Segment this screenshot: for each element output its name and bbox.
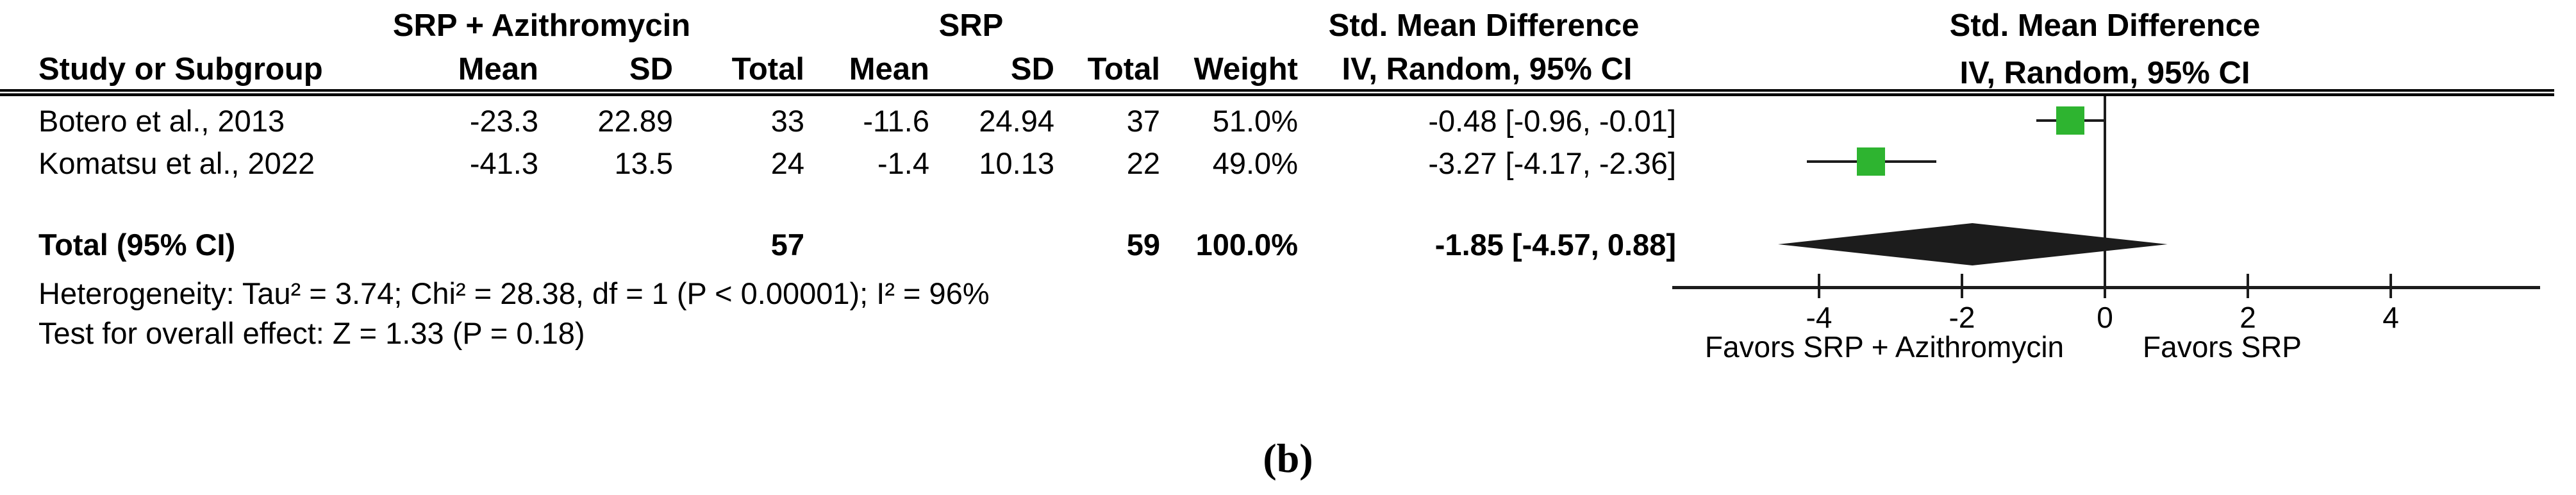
axis-tick-label: -4 [1806, 301, 1832, 334]
axis-tick [1961, 274, 1963, 298]
group-header-experimental: SRP + Azithromycin [392, 8, 691, 43]
sd-experimental: 22.89 [597, 103, 673, 138]
col-header-mean-control: Mean [849, 52, 929, 87]
smd-square-marker [1857, 147, 1886, 176]
heterogeneity-note: Heterogeneity: Tau² = 3.74; Chi² = 28.38… [38, 276, 990, 310]
zero-reference-line [2104, 96, 2106, 287]
sd-control: 24.94 [979, 103, 1054, 138]
axis-tick [2247, 274, 2249, 298]
diamond-shape [1778, 223, 2168, 265]
ci-text: -0.48 [-0.96, -0.01] [1428, 103, 1676, 138]
favors-right-label: Favors SRP [2143, 330, 2302, 364]
axis-tick [2104, 274, 2106, 298]
total-experimental: 24 [770, 146, 804, 180]
total-experimental: 33 [770, 103, 804, 138]
panel-letter-label: (b) [1263, 435, 1313, 481]
weight-value: 51.0% [1212, 103, 1298, 138]
favors-left-label: Favors SRP + Azithromycin [1704, 330, 2065, 364]
group-header-control: SRP [938, 8, 1004, 43]
total-ci-text: -1.85 [-4.57, 0.88] [1434, 227, 1676, 262]
study-label: Komatsu et al., 2022 [38, 146, 315, 180]
ci-text: -3.27 [-4.17, -2.36] [1428, 146, 1676, 180]
sd-control: 10.13 [979, 146, 1054, 180]
col-header-total-control: Total [1087, 52, 1160, 87]
header-separator-line [0, 89, 2554, 96]
col-header-sd-experimental: SD [629, 52, 673, 87]
col-header-study: Study or Subgroup [38, 52, 323, 87]
total-label: Total (95% CI) [38, 227, 236, 262]
axis-tick [1818, 274, 1820, 298]
total-row: Total (95% CI) 57 59 100.0% -1.85 [-4.57… [0, 223, 1676, 265]
mean-control: -11.6 [863, 103, 929, 138]
total-n-control: 59 [1126, 227, 1160, 262]
column-header-row: Study or Subgroup Mean SD Total Mean SD … [0, 45, 1676, 87]
group-header-plot: Std. Mean Difference [1949, 8, 2261, 43]
axis-tick [2389, 274, 2392, 298]
total-n-experimental: 57 [770, 227, 804, 262]
col-header-sd-control: SD [1010, 52, 1054, 87]
x-axis-line [1672, 286, 2540, 289]
mean-control: -1.4 [877, 146, 929, 180]
group-header-effect: Std. Mean Difference [1328, 8, 1640, 43]
pooled-effect-diamond [1778, 223, 2168, 265]
study-label: Botero et al., 2013 [38, 103, 285, 138]
weight-value: 49.0% [1212, 146, 1298, 180]
plot-subheader-ci: IV, Random, 95% CI [1959, 56, 2250, 90]
smd-square-marker [2056, 106, 2085, 135]
axis-tick-label: 0 [2097, 301, 2113, 334]
col-header-mean-experimental: Mean [458, 52, 538, 87]
mean-experimental: -23.3 [469, 103, 538, 138]
col-header-ci: IV, Random, 95% CI [1342, 52, 1633, 87]
overall-effect-note: Test for overall effect: Z = 1.33 (P = 0… [38, 316, 585, 350]
study-row-botero: Botero et al., 2013 -23.3 22.89 33 -11.6… [0, 100, 1676, 141]
mean-experimental: -41.3 [469, 146, 538, 180]
col-header-weight: Weight [1193, 52, 1298, 87]
total-control: 37 [1126, 103, 1160, 138]
total-weight: 100.0% [1195, 227, 1298, 262]
axis-tick-label: 2 [2239, 301, 2256, 334]
axis-tick-label: 4 [2382, 301, 2399, 334]
col-header-total-experimental: Total [731, 52, 804, 87]
study-row-komatsu: Komatsu et al., 2022 -41.3 13.5 24 -1.4 … [0, 142, 1676, 183]
total-control: 22 [1126, 146, 1160, 180]
axis-tick-label: -2 [1949, 301, 1975, 334]
sd-experimental: 13.5 [614, 146, 673, 180]
